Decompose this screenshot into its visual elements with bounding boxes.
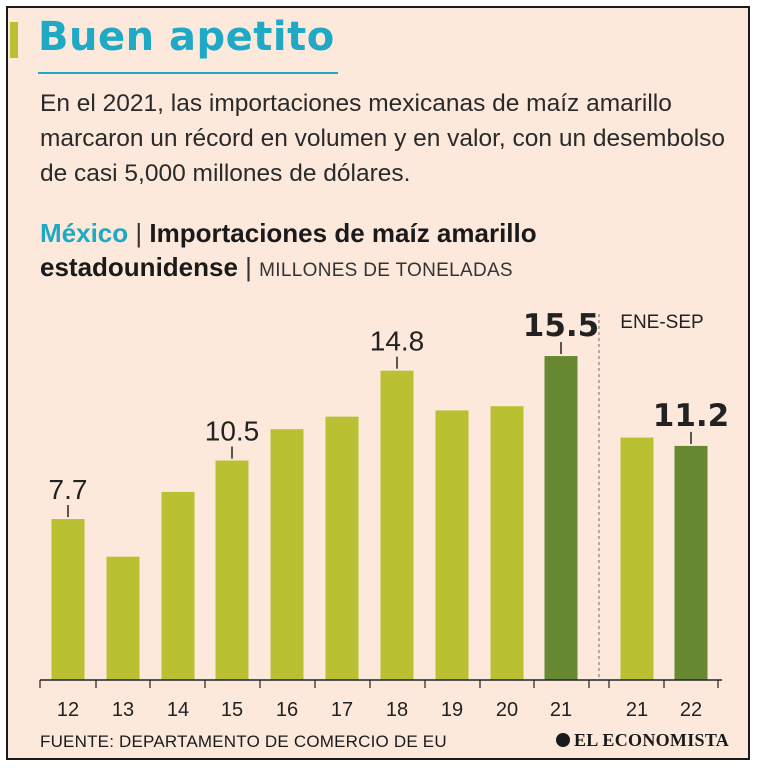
x-tick-label: 20 — [496, 699, 518, 721]
data-label: 7.7 — [49, 474, 88, 505]
x-tick-label: 17 — [331, 699, 353, 721]
x-tick-label: 13 — [112, 699, 134, 721]
bar-21-10 — [620, 437, 654, 680]
bar-14-2 — [161, 491, 195, 680]
bar-15-3 — [215, 460, 249, 680]
subtitle-country: México — [40, 218, 129, 248]
bar-19-7 — [435, 410, 469, 680]
logo-globe-icon — [556, 733, 570, 747]
source-note: FUENTE: DEPARTAMENTO DE COMERCIO DE EU — [40, 732, 447, 751]
subtitle-units: MILLONES DE TONELADAS — [259, 260, 513, 281]
bar-16-4 — [270, 429, 304, 680]
x-tick-label: 19 — [441, 699, 463, 721]
infographic-title: Buen apetito — [38, 14, 335, 60]
data-label: 15.5 — [523, 308, 600, 344]
intro-text: En el 2021, las importaciones mexicanas … — [40, 90, 726, 187]
x-tick-label: 21 — [626, 699, 648, 721]
period-group-label: ENE-SEP — [620, 312, 703, 333]
logo-text: EL ECONOMISTA — [574, 730, 730, 750]
bar-18-6 — [380, 370, 414, 680]
subtitle-separator: | — [135, 218, 143, 248]
bar-20-8 — [490, 406, 524, 680]
chart-subtitle: México | Importaciones de maíz amarillo … — [40, 216, 740, 288]
subtitle-chart-title: Importaciones de maíz amarillo estadouni… — [40, 218, 537, 282]
publisher-logo: EL ECONOMISTA — [556, 730, 729, 751]
subtitle-separator-units: | — [245, 252, 252, 282]
x-tick-label: 22 — [680, 699, 702, 721]
data-label: 10.5 — [205, 416, 260, 447]
bar-22-11 — [674, 445, 708, 680]
x-tick-label: 16 — [276, 699, 298, 721]
x-tick-label: 18 — [386, 699, 408, 721]
data-label: 14.8 — [370, 326, 425, 357]
bar-12-0 — [51, 519, 85, 680]
title-underline — [38, 72, 338, 74]
x-tick-label: 15 — [221, 699, 243, 721]
title-accent-bar — [10, 22, 18, 58]
x-tick-label: 14 — [167, 699, 189, 721]
data-label: 11.2 — [653, 398, 730, 434]
bar-17-5 — [325, 416, 359, 680]
bar-13-1 — [106, 556, 140, 680]
bar-21-9 — [544, 356, 578, 680]
x-tick-label: 12 — [57, 699, 79, 721]
x-tick-label: 21 — [550, 699, 572, 721]
